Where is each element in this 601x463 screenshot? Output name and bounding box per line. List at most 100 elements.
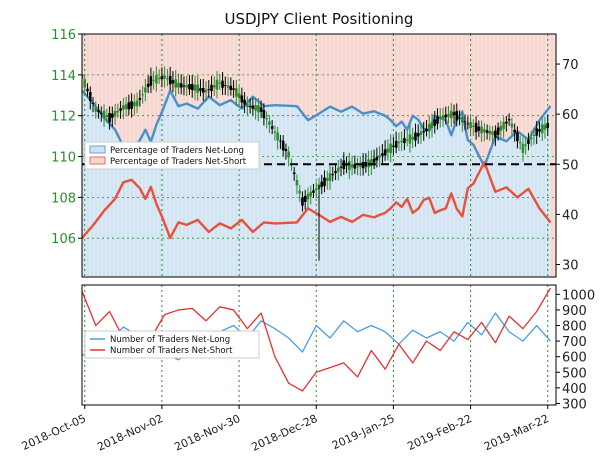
candle-body — [458, 117, 461, 119]
candle-body — [111, 113, 114, 118]
candle-body — [235, 88, 238, 97]
candle-body — [86, 88, 89, 92]
count-tick-label: 900 — [562, 304, 587, 319]
candle-body — [240, 95, 244, 103]
net-long-legend-swatch — [89, 145, 106, 154]
candle-body — [94, 107, 98, 112]
candle-body — [411, 136, 414, 140]
net-short-percentage-line — [82, 161, 552, 240]
candle-body — [364, 162, 368, 167]
candle-body — [144, 87, 147, 93]
candle-body — [529, 137, 533, 140]
candle-body — [295, 179, 299, 186]
candle-body — [119, 108, 122, 111]
legend-net-long-label: Percentage of Traders Net-Long — [110, 146, 244, 156]
candle-body — [488, 131, 492, 134]
candle-body — [314, 188, 318, 190]
candle-body — [546, 122, 550, 129]
date-tick-label: 2018-Dec-28 — [249, 412, 319, 454]
candle-body — [436, 116, 439, 124]
candle-body — [430, 122, 434, 129]
candle-body — [257, 105, 260, 113]
candle-body — [350, 164, 354, 168]
candle-body — [477, 126, 481, 131]
candle-body — [370, 159, 373, 167]
candle-body — [171, 80, 175, 84]
candle-body — [166, 78, 169, 80]
top-legend-box — [84, 141, 260, 170]
candle-body — [83, 79, 87, 88]
candle-body — [254, 105, 257, 111]
candle-body — [141, 94, 144, 96]
candle-body — [292, 172, 296, 175]
candle-body — [372, 158, 376, 163]
candle-body — [455, 110, 459, 121]
candle-body — [212, 85, 216, 88]
candle-body — [491, 131, 494, 136]
candle-body — [535, 128, 539, 136]
percent-axis-ticks: 30 40 50 60 70 — [556, 58, 579, 273]
candle-body — [485, 130, 489, 133]
count-tick-label: 400 — [562, 382, 587, 397]
candle-body — [135, 100, 139, 107]
candle-body — [422, 130, 426, 133]
candle-body — [226, 85, 230, 88]
candle-body — [397, 142, 401, 144]
candle-body — [507, 119, 511, 121]
candle-body — [108, 113, 111, 123]
price-tick-label: 110 — [51, 151, 76, 166]
candle-body — [518, 141, 522, 144]
candle-body — [133, 102, 136, 107]
candle-body — [155, 75, 158, 84]
candle-body — [268, 121, 271, 125]
top-legend: Percentage of Traders Net-Long Percentag… — [84, 141, 260, 170]
count-tick-label: 700 — [562, 335, 587, 350]
candle-body — [375, 156, 379, 161]
candle-body — [356, 166, 359, 168]
candle-body — [361, 161, 365, 169]
candle-body — [301, 197, 304, 206]
candle-body — [224, 85, 227, 87]
candle-body — [218, 82, 222, 84]
candle-body — [82, 75, 84, 79]
net-long-percentage-line — [82, 89, 552, 168]
candle-body — [320, 181, 324, 187]
candle-body — [538, 129, 541, 132]
candle-body — [160, 76, 164, 80]
candle-body — [463, 121, 467, 123]
candle-body — [190, 84, 194, 91]
date-tick-label: 2018-Nov-02 — [95, 412, 165, 454]
candle-body — [149, 76, 153, 86]
candle-body — [248, 106, 252, 108]
candle-body — [130, 101, 133, 109]
chart-title: USDJPY Client Positioning — [225, 10, 414, 28]
candle-body — [229, 85, 233, 91]
percent-tick-label: 60 — [562, 108, 579, 123]
candle-body — [152, 79, 155, 81]
candle-body — [281, 140, 285, 151]
candle-body — [279, 140, 282, 142]
percent-tick-label: 30 — [562, 258, 579, 273]
price-tick-label: 106 — [51, 232, 76, 247]
candle-body — [284, 148, 288, 152]
candle-body — [403, 138, 406, 144]
candle-body — [157, 78, 161, 80]
count-tick-label: 500 — [562, 366, 587, 381]
candle-body — [524, 144, 527, 146]
candle-body — [88, 91, 92, 101]
candle-body — [188, 84, 191, 90]
percent-tick-label: 50 — [562, 158, 579, 173]
candle-body — [425, 128, 428, 132]
candle-body — [179, 83, 183, 88]
legend-count-short-label: Number of Traders Net-Short — [110, 346, 233, 356]
bottom-legend-box — [84, 330, 260, 359]
candle-body — [516, 132, 519, 142]
candle-body — [405, 139, 409, 141]
candle-body — [306, 193, 310, 200]
candle-body — [496, 127, 500, 135]
candle-body — [163, 75, 166, 79]
percent-tick-label: 70 — [562, 58, 579, 73]
candle-body — [246, 103, 249, 107]
